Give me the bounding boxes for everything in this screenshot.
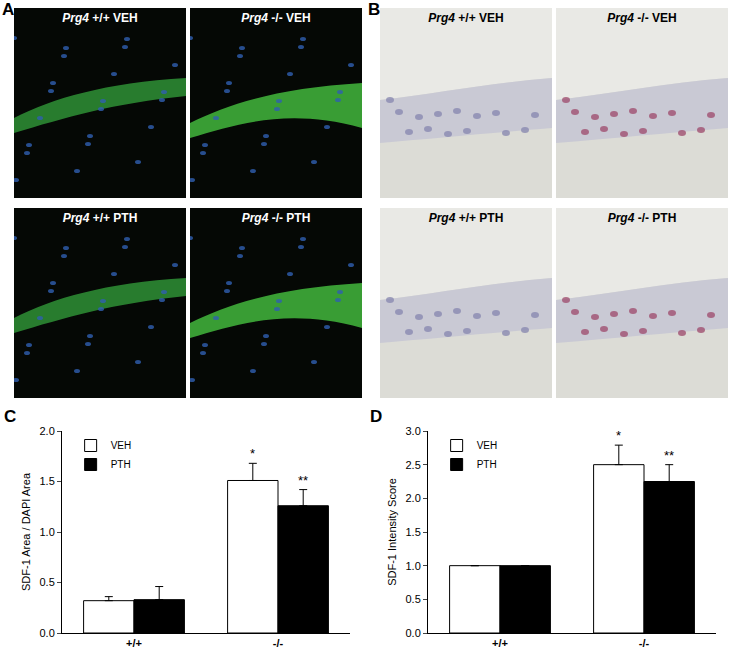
svg-text:0.5: 0.5 <box>406 593 421 605</box>
svg-text:*: * <box>616 428 621 443</box>
html-text:D: D <box>370 407 383 426</box>
html-text:Prg4 -/- PTH: Prg4 -/- PTH <box>241 211 311 225</box>
html-text:A: A <box>2 0 15 19</box>
svg-text:2.0: 2.0 <box>406 492 421 504</box>
svg-text:1.5: 1.5 <box>406 526 421 538</box>
svg-text:PTH: PTH <box>111 459 131 470</box>
svg-text:3.0: 3.0 <box>406 425 421 437</box>
svg-text:0.0: 0.0 <box>406 627 421 639</box>
svg-text:VEH: VEH <box>111 440 132 451</box>
svg-text:VEH: VEH <box>477 440 498 451</box>
html-text:B: B <box>368 0 381 19</box>
svg-text:1.5: 1.5 <box>40 475 55 487</box>
html-text:Prg4 -/- VEH: Prg4 -/- VEH <box>607 11 677 25</box>
svg-text:SDF-1 Intensity Score: SDF-1 Intensity Score <box>386 478 398 586</box>
html-text:Prg4 +/+ VEH: Prg4 +/+ VEH <box>62 11 138 25</box>
html-text:C: C <box>4 407 17 426</box>
svg-text:2.0: 2.0 <box>40 425 55 437</box>
svg-text:-/-: -/- <box>639 637 650 649</box>
html-text:Prg4 +/+ PTH: Prg4 +/+ PTH <box>62 211 138 225</box>
html-text:Prg4 +/+ PTH: Prg4 +/+ PTH <box>428 211 504 225</box>
svg-text:1.0: 1.0 <box>406 560 421 572</box>
svg-text:PTH: PTH <box>477 459 497 470</box>
html-text:Prg4 -/- PTH: Prg4 -/- PTH <box>607 211 677 225</box>
html-text:Prg4 -/- VEH: Prg4 -/- VEH <box>241 11 311 25</box>
svg-text:-/-: -/- <box>273 637 284 649</box>
svg-text:0.0: 0.0 <box>40 627 55 639</box>
svg-text:**: ** <box>664 448 674 463</box>
svg-text:1.0: 1.0 <box>40 526 55 538</box>
html-text:Prg4 +/+ VEH: Prg4 +/+ VEH <box>428 11 504 25</box>
svg-text:+/+: +/+ <box>492 637 508 649</box>
svg-text:2.5: 2.5 <box>406 459 421 471</box>
svg-text:SDF-1 Area / DAPI Area: SDF-1 Area / DAPI Area <box>20 472 32 591</box>
svg-text:+/+: +/+ <box>126 637 142 649</box>
svg-text:**: ** <box>298 473 308 488</box>
svg-text:*: * <box>250 446 255 461</box>
svg-text:0.5: 0.5 <box>40 576 55 588</box>
